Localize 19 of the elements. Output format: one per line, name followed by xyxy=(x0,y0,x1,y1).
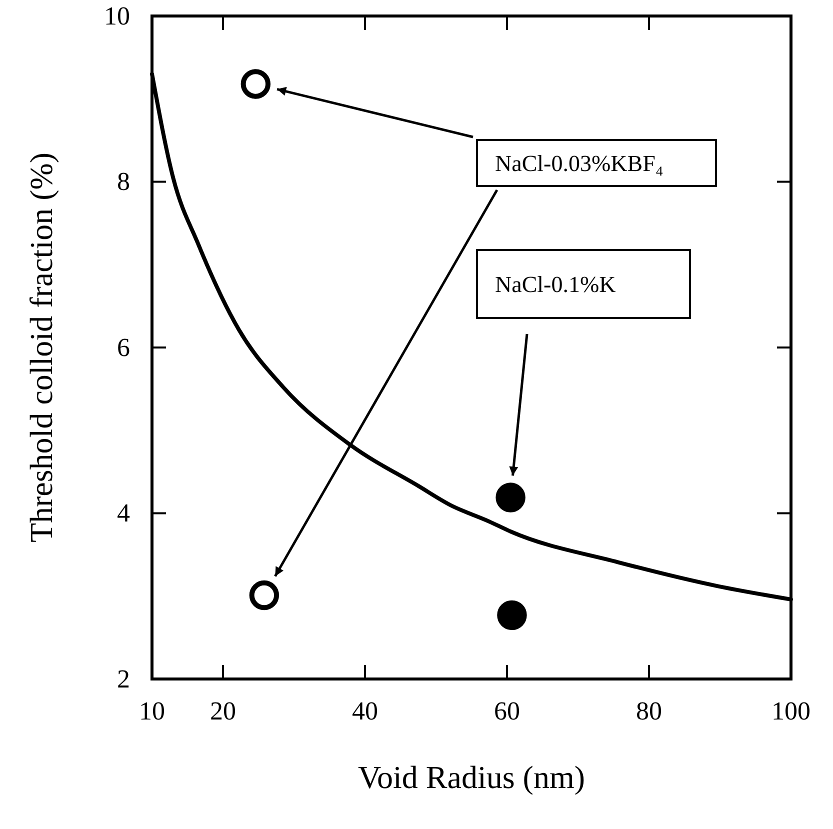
x-axis-title: Void Radius (nm) xyxy=(358,759,585,795)
x-tick-label: 40 xyxy=(352,696,378,726)
text: NaCl-0.1%K xyxy=(495,272,616,297)
x-tick-label: 60 xyxy=(494,696,520,726)
y-tick-label: 10 xyxy=(104,1,130,30)
text: NaCl-0.03%KBF₄ xyxy=(495,151,664,176)
y-axis-title: Threshold colloid fraction (%) xyxy=(23,152,59,543)
x-tick-label: 80 xyxy=(636,696,662,726)
y-tick-label: 2 xyxy=(117,664,130,694)
x-tick-label: 100 xyxy=(772,696,810,726)
point xyxy=(497,600,527,630)
x-tick-label: 20 xyxy=(210,696,236,726)
y-tick-label: 8 xyxy=(117,167,130,196)
y-tick-label: 4 xyxy=(117,498,130,528)
point xyxy=(240,69,271,99)
x-tick-label: 10 xyxy=(139,696,165,726)
y-tick-label: 6 xyxy=(117,332,130,362)
point xyxy=(496,482,526,512)
point xyxy=(249,580,280,610)
